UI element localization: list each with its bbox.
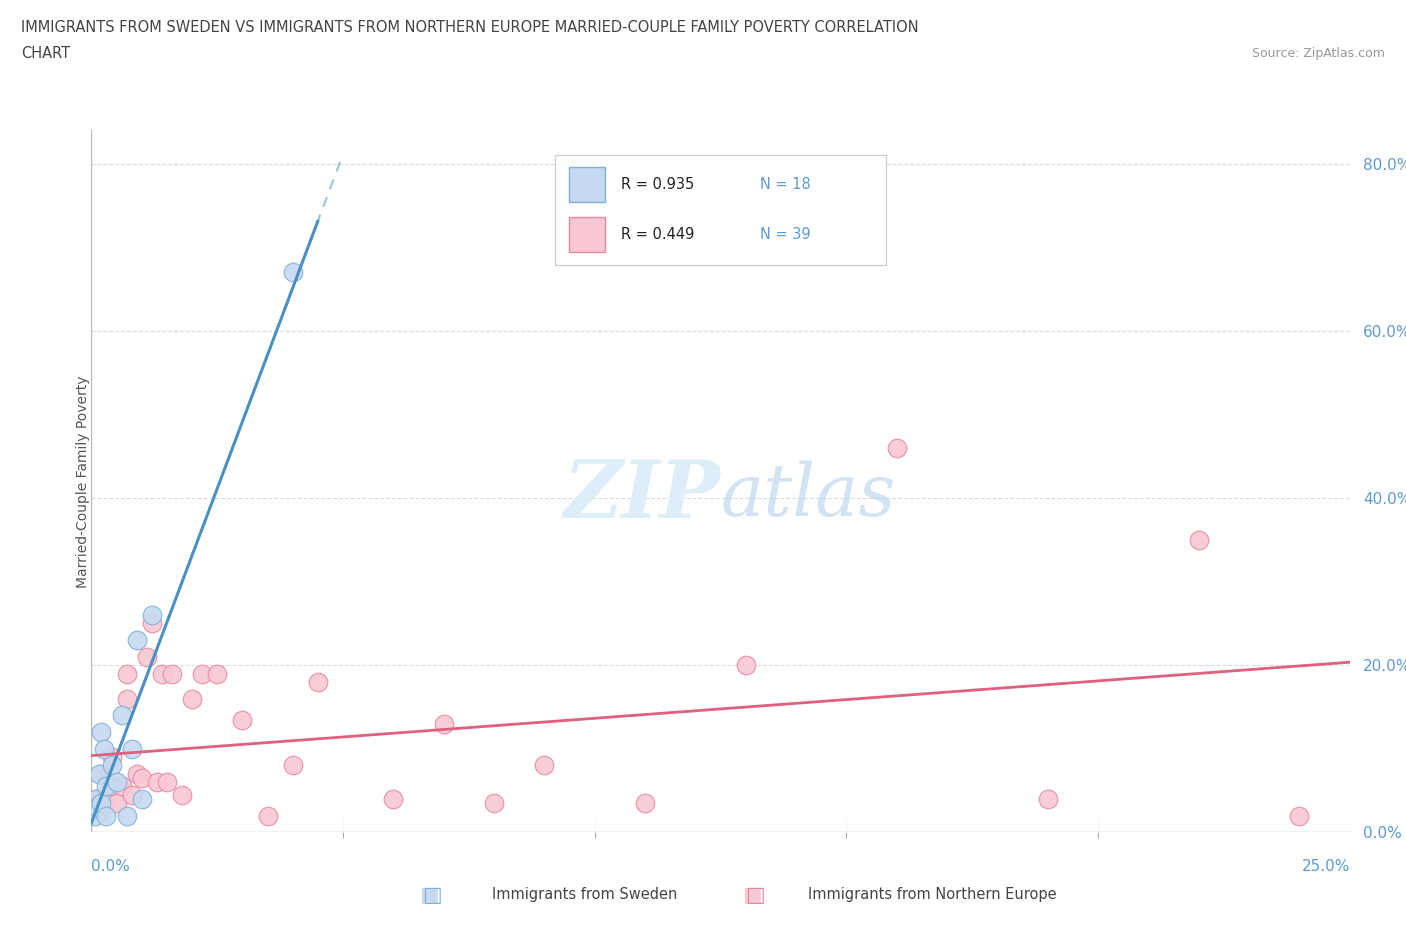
Point [121,741,143,756]
Text: atlas: atlas [720,460,896,531]
Text: CHART: CHART [21,46,70,61]
Text: Source: ZipAtlas.com: Source: ZipAtlas.com [1251,46,1385,60]
Point [115,808,138,823]
Point [141,607,163,622]
Y-axis label: Married-Couple Family Poverty: Married-Couple Family Poverty [76,375,90,588]
Point [181,691,204,706]
Text: □: □ [422,884,441,905]
Point [100,750,122,764]
Point [433,716,456,731]
Point [156,775,179,790]
Point [1188,532,1211,547]
Point [110,779,132,794]
Point [131,791,153,806]
Point [115,666,138,681]
Point [105,775,128,790]
Text: ZIP: ZIP [564,457,720,534]
Text: 25.0%: 25.0% [1302,859,1350,874]
Point [96,779,118,794]
Point [87,766,110,781]
Point [734,658,756,672]
Point [1036,791,1059,806]
Point [110,708,132,723]
Point [83,800,105,815]
Point [231,712,253,727]
Point [105,796,128,811]
Point [281,265,304,280]
Point [256,808,278,823]
Point [131,771,153,786]
Text: 0.0%: 0.0% [91,859,131,874]
Point [886,441,908,456]
Point [135,649,157,664]
Text: R = 0.449: R = 0.449 [621,227,695,242]
FancyBboxPatch shape [568,167,605,203]
Point [86,800,108,815]
Text: IMMIGRANTS FROM SWEDEN VS IMMIGRANTS FROM NORTHERN EUROPE MARRIED-COUPLE FAMILY : IMMIGRANTS FROM SWEDEN VS IMMIGRANTS FRO… [21,20,918,35]
Text: N = 18: N = 18 [761,178,811,193]
Point [93,741,115,756]
Point [125,766,148,781]
Text: Immigrants from Sweden: Immigrants from Sweden [492,887,678,902]
Point [100,779,122,794]
Text: N = 39: N = 39 [761,227,811,242]
Point [141,616,163,631]
Point [146,775,169,790]
Point [86,791,108,806]
Point [634,796,657,811]
Point [84,808,107,823]
Text: ■: ■ [742,884,762,905]
Text: Immigrants from Northern Europe: Immigrants from Northern Europe [808,887,1057,902]
Point [205,666,228,681]
Point [115,691,138,706]
Text: □: □ [745,884,765,905]
Point [170,788,193,803]
Text: ■: ■ [419,884,439,905]
Point [191,666,214,681]
Text: R = 0.935: R = 0.935 [621,178,695,193]
Point [382,791,405,806]
Point [100,758,122,773]
Point [125,632,148,647]
Point [281,758,304,773]
Point [160,666,183,681]
FancyBboxPatch shape [568,217,605,252]
Point [96,791,118,806]
Point [307,674,329,689]
Point [87,796,110,811]
Point [90,724,112,739]
Point [96,808,118,823]
Point [90,804,112,819]
Point [482,796,505,811]
Point [90,766,112,781]
Point [533,758,555,773]
Point [121,788,143,803]
Point [1288,808,1310,823]
Point [90,796,112,811]
Point [150,666,173,681]
Point [86,791,108,806]
